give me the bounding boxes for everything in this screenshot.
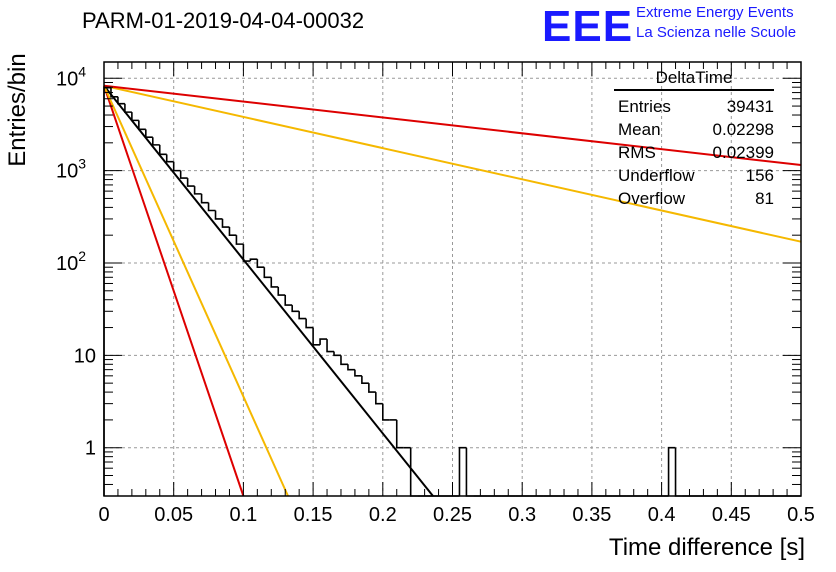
stats-box: DeltaTime Entries 39431 Mean 0.02298 RMS…	[610, 68, 778, 210]
fit-curve	[103, 85, 434, 497]
histogram-bin	[200, 193, 209, 204]
histogram-bin	[110, 87, 118, 98]
x-tick-label: 0.4	[648, 504, 676, 526]
stats-row-underflow: Underflow 156	[610, 164, 778, 187]
x-tick-label: 0.45	[712, 504, 751, 526]
fit-curves	[103, 84, 802, 497]
histogram-bin	[667, 446, 676, 496]
histogram-bin	[465, 447, 474, 497]
histogram-bin	[151, 137, 160, 146]
fit-curve	[103, 85, 289, 497]
histogram-bin	[145, 129, 153, 139]
histogram-bin	[186, 178, 195, 187]
histogram-bin	[165, 154, 174, 163]
y-tick-label: 104	[56, 63, 86, 90]
x-tick-label: 0.35	[572, 504, 611, 526]
stats-label: Entries	[618, 97, 671, 116]
histogram-bin	[193, 186, 202, 195]
histogram-bin	[277, 286, 286, 296]
page-title: PARM-01-2019-04-04-00032	[82, 8, 365, 33]
logo-line-1: Extreme Energy Events	[636, 4, 794, 21]
stats-label: Mean	[618, 120, 661, 139]
histogram-bin	[221, 218, 230, 228]
histogram-bin	[270, 277, 279, 288]
y-tick-label: 1	[85, 438, 96, 460]
histogram-bin	[319, 338, 328, 345]
stats-row-mean: Mean 0.02298	[610, 118, 778, 141]
x-tick-label: 0	[98, 504, 109, 526]
histogram-bin	[291, 305, 300, 313]
histogram-bin	[458, 446, 467, 496]
logo-line-2: La Scienza nelle Scuole	[636, 24, 797, 41]
histogram-bin	[326, 339, 335, 353]
x-tick-label: 0.15	[294, 504, 333, 526]
stats-row-overflow: Overflow 81	[610, 187, 778, 210]
tick-labels: 0 0.05 0.1 0.15 0.2 0.25 0.3 0.35 0.4 0.45 0.5 1 10 1…	[56, 63, 815, 526]
x-tick-label: 0.1	[229, 504, 257, 526]
histogram-bin	[347, 364, 355, 371]
histogram-bin	[228, 227, 237, 236]
stats-value: 0.02298	[712, 120, 774, 139]
histogram-bin	[333, 351, 341, 357]
histogram-bin	[256, 259, 265, 269]
stats-row-entries: Entries 39431	[610, 95, 778, 118]
histogram-bin	[131, 112, 139, 122]
histogram-bin	[395, 419, 404, 449]
histogram-bin	[298, 311, 307, 320]
histogram-bin	[361, 375, 369, 384]
axis-ticks	[103, 62, 802, 497]
stats-label: RMS	[618, 143, 656, 162]
stats-value: 156	[745, 166, 774, 185]
histogram-bin	[368, 383, 376, 393]
histogram-bin	[382, 403, 390, 421]
histogram-bin	[263, 267, 272, 279]
histogram-bin	[138, 120, 146, 131]
histogram-bin	[158, 144, 167, 156]
y-tick-label: 103	[56, 156, 86, 183]
histogram-bin	[354, 369, 362, 377]
histogram-bin	[207, 202, 216, 212]
grid-lines	[104, 62, 801, 496]
histogram-bin	[117, 96, 125, 105]
y-tick-label: 102	[56, 248, 86, 275]
histogram-bin	[375, 392, 383, 405]
eee-logo: EEE	[542, 2, 634, 51]
histogram-bin	[214, 210, 223, 220]
histogram-bin	[242, 244, 251, 262]
x-axis-label: Time difference [s]	[608, 534, 805, 561]
histogram-bin	[340, 355, 348, 366]
histogram-bin	[172, 161, 181, 172]
x-tick-label: 0.2	[369, 504, 397, 526]
stats-value: 0.02399	[712, 143, 774, 162]
y-axis-label: Entries/bin	[4, 53, 31, 167]
histogram-bin	[312, 327, 321, 346]
histogram-bin	[305, 318, 314, 329]
histogram-bin	[124, 103, 132, 113]
fit-curve	[103, 85, 245, 497]
y-tick-label: 10	[74, 345, 96, 367]
fit-curve	[103, 84, 802, 167]
fit-curve	[103, 84, 802, 243]
stats-label: Underflow	[618, 166, 695, 185]
histogram-bin	[103, 86, 111, 496]
histogram-bin	[249, 258, 258, 262]
x-tick-label: 0.5	[787, 504, 815, 526]
x-tick-label: 0.05	[154, 504, 193, 526]
stats-title: DeltaTime	[614, 68, 774, 91]
stats-value: 39431	[726, 97, 774, 116]
stats-row-rms: RMS 0.02399	[610, 141, 778, 164]
stats-label: Overflow	[618, 189, 686, 208]
histogram-bin	[674, 447, 683, 497]
x-tick-label: 0.3	[508, 504, 536, 526]
stats-value: 81	[755, 189, 774, 208]
histogram-bin	[235, 235, 244, 245]
histogram-bin	[284, 295, 293, 306]
x-tick-label: 0.25	[433, 504, 472, 526]
histogram-bin	[179, 170, 188, 179]
